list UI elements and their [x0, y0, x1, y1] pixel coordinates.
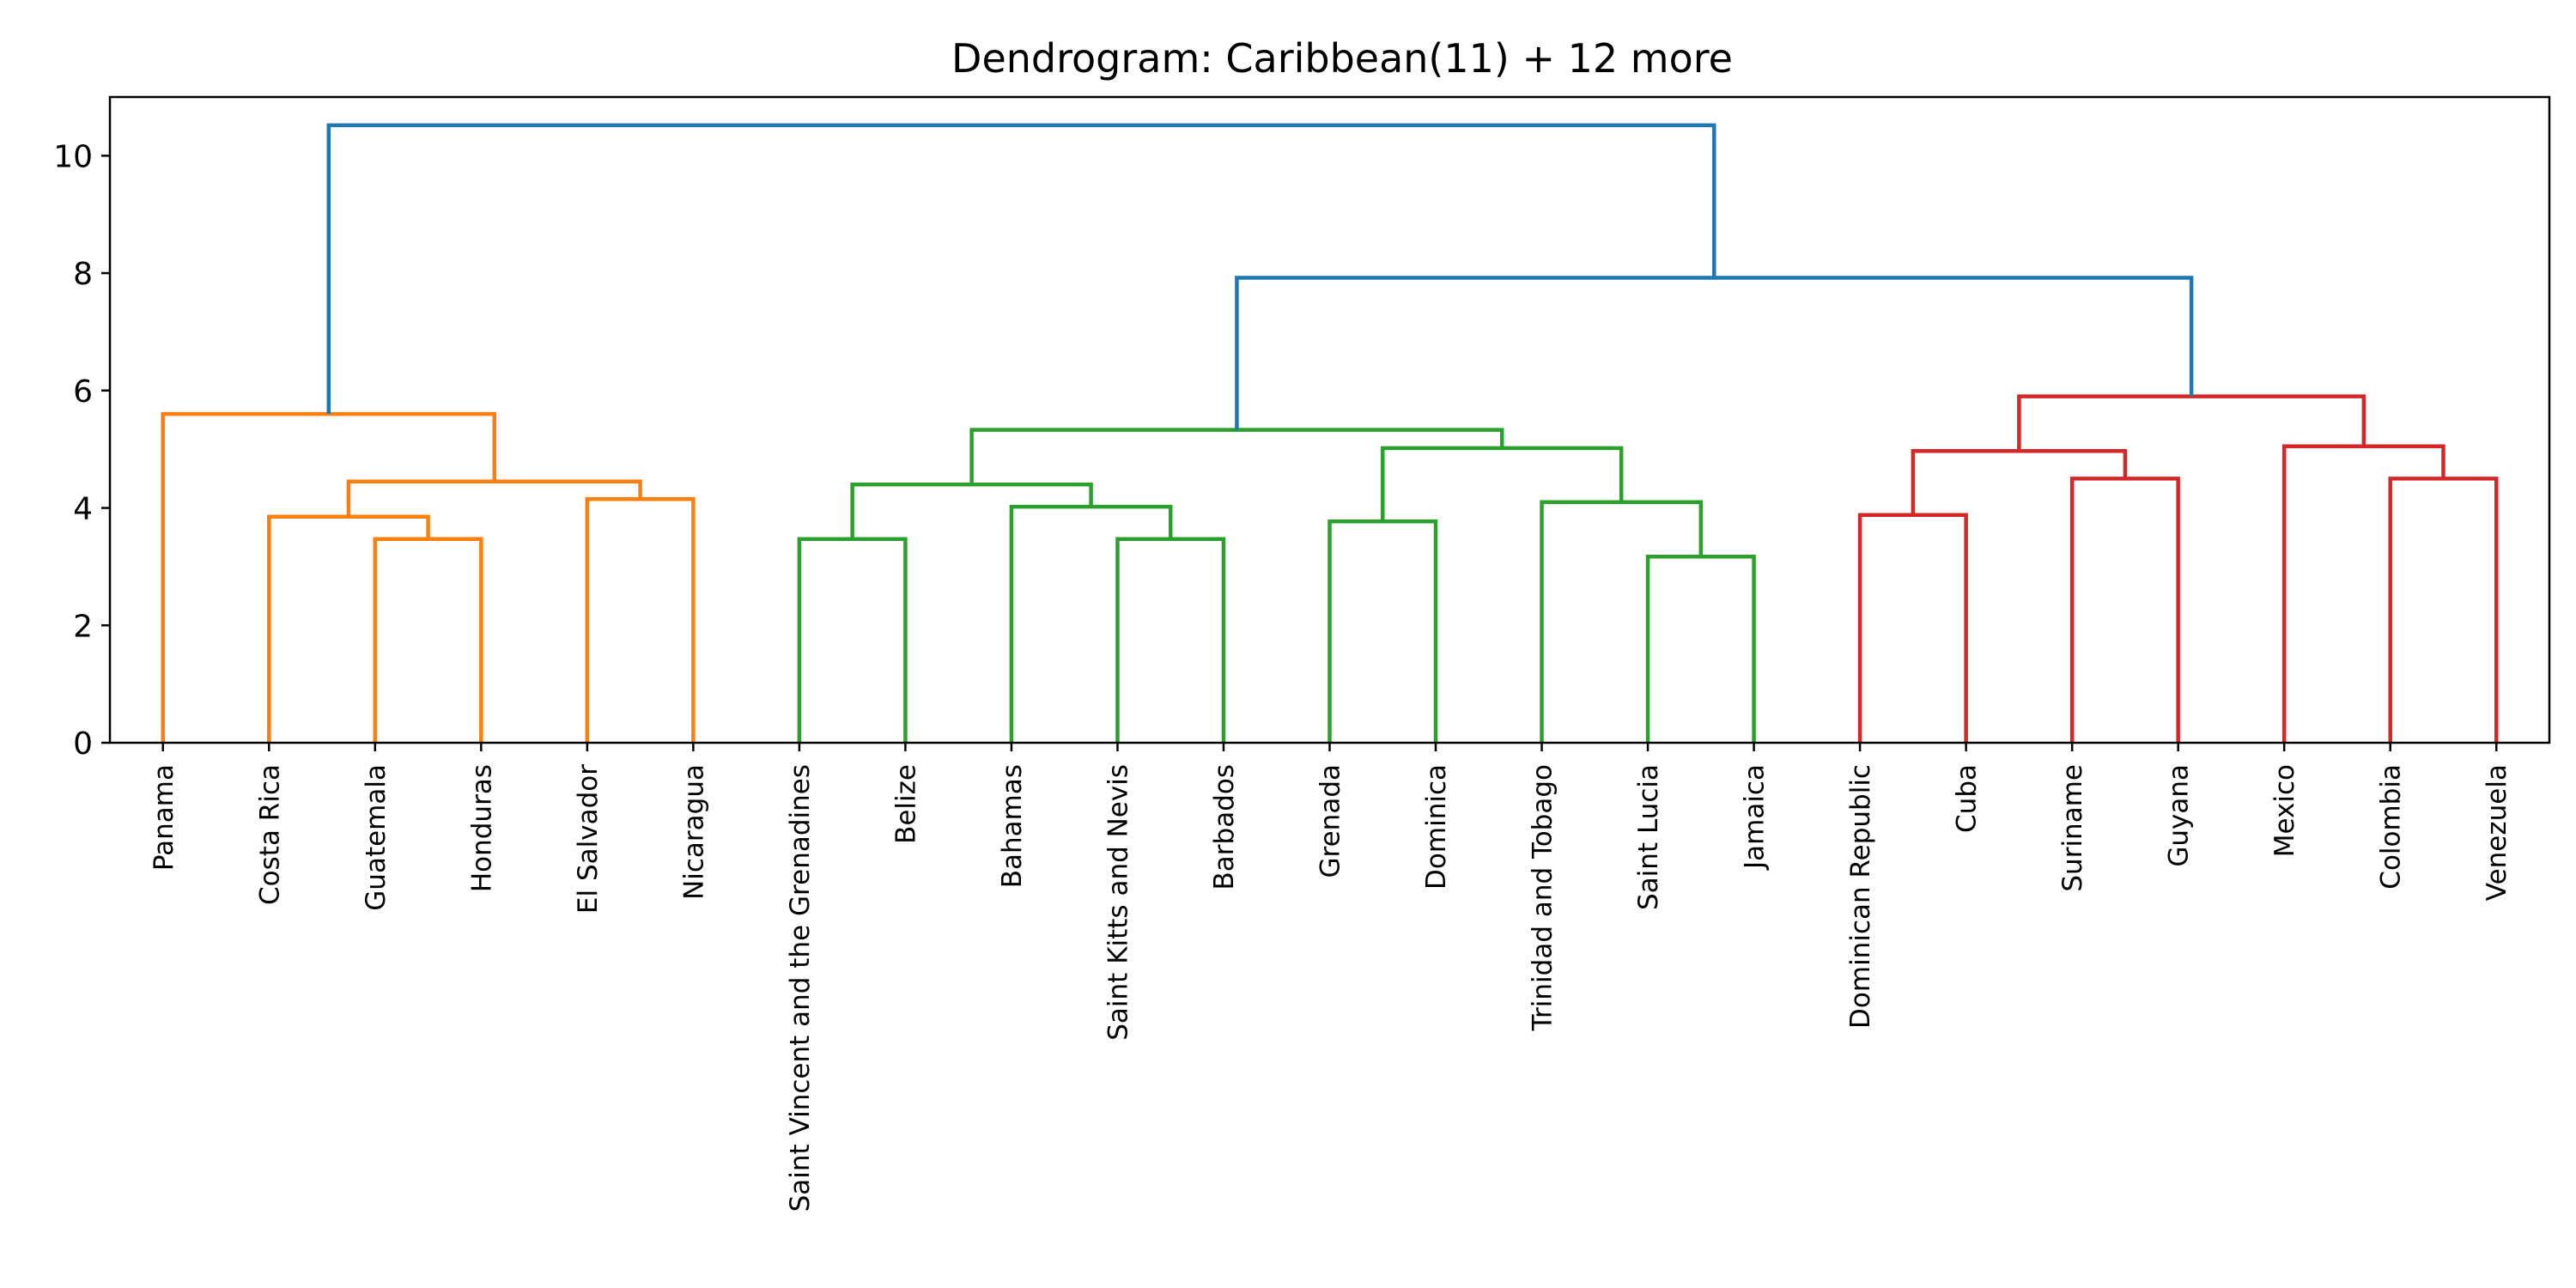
- chart-title: Dendrogram: Caribbean(11) + 12 more: [951, 35, 1733, 82]
- leaf-label: Bahamas: [997, 764, 1028, 888]
- leaf-label: Saint Kitts and Nevis: [1103, 764, 1133, 1041]
- dendrogram-link: [161, 411, 497, 743]
- leaf-label: Honduras: [466, 764, 497, 892]
- y-tick-label: 6: [73, 374, 93, 410]
- dendrogram-link: [2017, 394, 2366, 452]
- y-tick-label: 4: [73, 492, 93, 527]
- dendrogram-link: [797, 537, 908, 743]
- dendrogram-link: [1645, 555, 1756, 743]
- y-axis: 0 2 4 6 8 10: [53, 139, 110, 762]
- leaf-label: Dominican Republic: [1845, 764, 1876, 1029]
- dendrogram-link: [326, 123, 1716, 415]
- y-tick-label: 10: [53, 139, 93, 174]
- leaf-label: Suriname: [2057, 764, 2088, 892]
- dendrogram-link: [1327, 519, 1438, 743]
- leaf-label: Saint Vincent and the Grenadines: [785, 764, 816, 1212]
- leaf-label: Grenada: [1315, 764, 1346, 878]
- dendrogram-link: [1857, 513, 1968, 743]
- dendrogram-link: [2069, 477, 2180, 743]
- dendrogram-link: [1235, 276, 2194, 430]
- leaf-label: Barbados: [1209, 764, 1240, 890]
- dendrogram-link: [969, 428, 1504, 485]
- leaf-label: Venezuela: [2482, 764, 2512, 901]
- dendrogram-link: [1911, 448, 2128, 515]
- dendrogram-link: [346, 479, 642, 517]
- leaf-label: Colombia: [2376, 764, 2407, 890]
- dendrogram-link: [1115, 537, 1226, 743]
- dendrogram-links: [161, 123, 2499, 743]
- leaf-label: Costa Rica: [254, 764, 285, 905]
- y-tick-label: 0: [73, 726, 93, 762]
- leaf-label: Trinidad and Tobago: [1528, 764, 1558, 1031]
- y-tick-label: 8: [73, 257, 93, 292]
- leaf-label: Guyana: [2164, 764, 2195, 867]
- dendrogram-link: [373, 537, 483, 743]
- dendrogram-link: [1540, 500, 1704, 743]
- leaf-label: Jamaica: [1740, 764, 1771, 871]
- leaf-label: Guatemala: [361, 764, 392, 911]
- dendrogram-link: [1381, 446, 1624, 522]
- dendrogram-link: [2281, 444, 2445, 743]
- dendrogram-link: [850, 482, 1093, 539]
- y-tick-label: 2: [73, 609, 93, 644]
- leaf-label: Belize: [890, 764, 921, 844]
- leaf-label: Dominica: [1421, 764, 1452, 890]
- dendrogram-link: [267, 514, 430, 743]
- leaf-label: Panama: [149, 764, 179, 871]
- dendrogram-link: [2388, 477, 2499, 743]
- leaf-label: El Salvador: [573, 764, 604, 914]
- leaf-label: Saint Lucia: [1633, 764, 1664, 910]
- dendrogram-link: [1009, 504, 1173, 743]
- leaf-labels: Panama Costa Rica Guatemala Honduras El Salv…: [149, 743, 2512, 1212]
- leaf-label: Mexico: [2269, 764, 2300, 857]
- dendrogram-link: [585, 497, 696, 743]
- leaf-label: Cuba: [1952, 764, 1983, 833]
- leaf-label: Nicaragua: [678, 764, 709, 900]
